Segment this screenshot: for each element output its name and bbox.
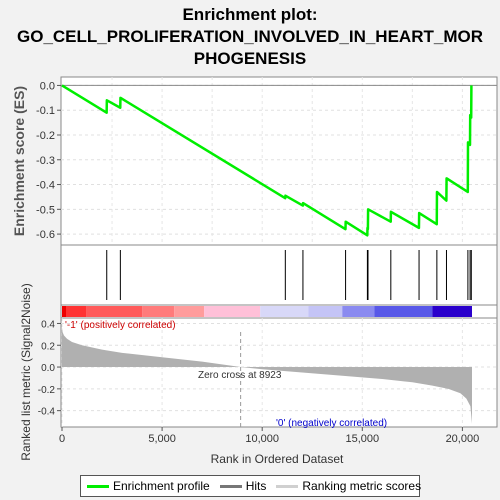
xlabel: Rank in Ordered Dataset [211,452,344,466]
es-ytick-label: -0.5 [36,204,55,216]
colorbar-segment [342,306,375,317]
es-ytick-label: -0.4 [36,180,55,192]
metric-ytick-label: -0.2 [38,385,56,396]
colorbar-segment [62,306,67,317]
xtick-label: 15,000 [345,433,379,445]
colorbar-segment [260,306,309,317]
colorbar-segment [204,306,261,317]
title-line-1: Enrichment plot: [182,5,318,24]
legend-item-metric: Ranking metric scores [276,479,421,493]
legend-label-hits: Hits [245,479,267,493]
positive-label: '-1' (positively correlated) [65,320,176,331]
title-line-2: GO_CELL_PROLIFERATION_INVOLVED_IN_HEART_… [17,27,483,46]
xtick-label: 5,000 [148,433,176,445]
es-ytick-label: -0.1 [36,105,55,117]
colorbar-segment [174,306,205,317]
legend: Enrichment profile Hits Ranking metric s… [80,475,421,497]
es-ytick-label: -0.2 [36,130,55,142]
xtick-label: 20,000 [446,433,480,445]
enrichment-figure: 0.0 -0.1 -0.2 -0.3 -0.4 -0.5 -0.6 0.4 0.2 0.0 -0.2… [11,76,498,466]
es-ylabel: Enrichment score (ES) [11,86,27,236]
colorbar-segment [374,306,433,317]
xtick-label: 10,000 [245,433,279,445]
legend-swatch-enrichment [87,484,109,488]
es-ytick-label: 0.0 [40,80,55,92]
es-ytick-label: -0.3 [36,155,55,167]
negative-label: '0' (negatively correlated) [276,418,387,429]
colorbar-segment [308,306,343,317]
xtick-label: 0 [59,433,65,445]
legend-label-enrichment: Enrichment profile [113,479,210,493]
legend-item-enrichment: Enrichment profile [87,479,210,493]
legend-item-hits: Hits [219,479,267,493]
chart-title: Enrichment plot: GO_CELL_PROLIFERATION_I… [0,4,500,70]
legend-label-metric: Ranking metric scores [302,479,422,493]
metric-ytick-label: 0.4 [41,319,55,330]
metric-ytick-label: 0.2 [41,341,55,352]
zero-cross-label: Zero cross at 8923 [198,370,282,381]
colorbar-segment [86,306,143,317]
metric-ylabel: Ranked list metric (Signal2Noise) [19,283,33,460]
colorbar-segment [66,306,87,317]
enrichment-profile-line [61,84,473,237]
es-ytick-label: -0.6 [36,229,55,241]
legend-swatch-hits [219,484,242,488]
colorbar-segment [432,306,472,317]
title-line-3: PHOGENESIS [193,49,307,68]
metric-area [62,327,472,424]
hits-panel [60,244,498,306]
metric-ytick-label: 0.0 [41,363,55,374]
legend-swatch-metric [276,484,299,488]
metric-ytick-label: -0.4 [38,407,56,418]
colorbar-segment [142,306,175,317]
